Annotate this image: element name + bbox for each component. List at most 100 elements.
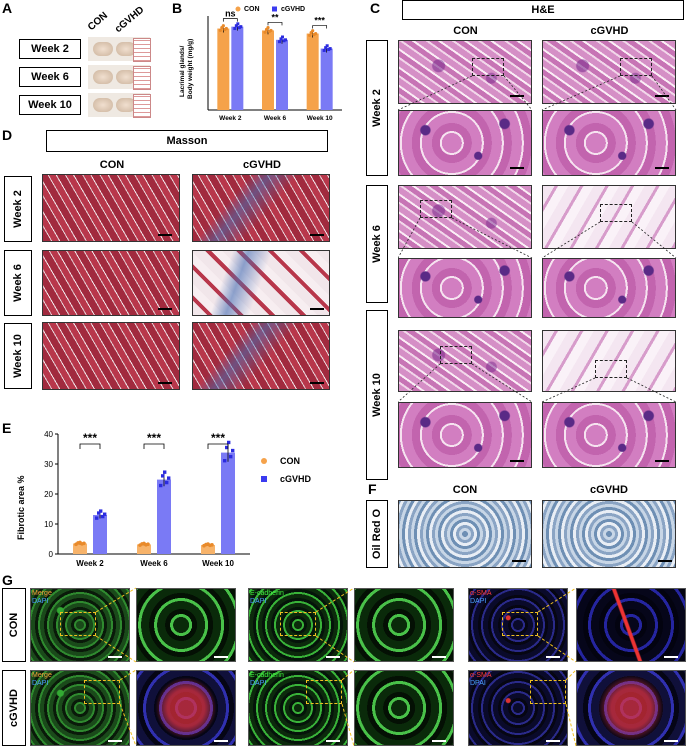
panel-d-title: Masson: [46, 130, 328, 152]
zoom-box: [84, 680, 120, 704]
chart-e-sig-label: ***: [83, 431, 97, 445]
panel-c-col-con: CON: [453, 25, 478, 37]
masson-cgvhd-week6: [192, 250, 330, 316]
chart-e-bar: [93, 515, 107, 554]
if-label: α-SMA DPAI: [470, 672, 492, 687]
he-cgvhd-week2: [542, 40, 676, 104]
chart-e-point: [82, 541, 86, 546]
chart-b-bar: [262, 30, 274, 111]
scale-bar: [655, 460, 669, 462]
ruler-week6: [133, 66, 151, 90]
panel-label-d: D: [2, 127, 13, 143]
chart-e-tick-label: Week 10: [202, 559, 234, 568]
panel-f-col-con: CON: [452, 484, 478, 496]
scale-bar: [310, 308, 324, 310]
chart-e-point: [101, 514, 105, 519]
chart-b-point: [311, 29, 315, 33]
ruler-week2: [133, 38, 151, 62]
scale-bar: [158, 234, 172, 236]
panel-c-row-week2: Week 2: [366, 40, 388, 176]
if-con-merge-zoom: [136, 588, 236, 662]
chart-e-point: [161, 474, 165, 478]
zoom-box: [620, 58, 652, 76]
he-cgvhd-week2-zoom: [542, 110, 676, 176]
chart-e-tick-label: Week 2: [76, 559, 104, 568]
scale-bar: [310, 234, 324, 236]
panel-d-row-week6: Week 6: [4, 250, 32, 316]
fibrotic-area-chart: Fibrotic area % 0 10 20 30 40 Week 2 *** Week 6…: [16, 430, 312, 568]
masson-con-week10: [42, 322, 180, 390]
scale-bar: [158, 308, 172, 310]
chart-b-point: [281, 35, 284, 39]
masson-con-week2: [42, 174, 180, 242]
scale-bar: [214, 740, 228, 742]
masson-cgvhd-week2: [192, 174, 330, 242]
he-con-week2-zoom: [398, 110, 532, 176]
chart-e-point: [159, 483, 163, 488]
chart-b-point: [314, 31, 318, 36]
scale-bar: [108, 740, 122, 742]
chart-e-y-tick-label: 20: [44, 490, 53, 499]
chart-b-point: [325, 44, 329, 48]
scale-bar: [655, 95, 669, 97]
if-label: Merge DAPI: [32, 672, 52, 687]
chart-b-point: [233, 27, 237, 31]
chart-b-ylabel-1: Lacrimal glands/: [179, 46, 186, 97]
chart-b-point: [322, 48, 326, 52]
panel-c-row-week10: Week 10: [366, 310, 388, 480]
chart-e-point: [95, 516, 99, 520]
chart-e-point: [167, 476, 171, 480]
chart-b-sig-label: **: [271, 12, 279, 22]
panel-label-a: A: [2, 0, 13, 16]
chart-b-point: [239, 25, 243, 29]
chart-b-sig-bracket: [312, 25, 328, 29]
masson-con-week6: [42, 250, 180, 316]
scale-bar: [214, 656, 228, 658]
chart-b-point: [308, 33, 312, 38]
oil-red-cgvhd: [542, 500, 676, 568]
scale-bar: [326, 740, 340, 742]
if-con-ecad-zoom: [354, 588, 454, 662]
chart-b-bar: [306, 33, 319, 110]
if-label: Merge DAPI: [32, 590, 52, 605]
scale-bar: [108, 656, 122, 658]
if-con-merge: [30, 588, 130, 662]
legend-cgvhd-marker: [272, 6, 277, 12]
zoom-box: [600, 204, 632, 222]
masson-cgvhd-week10: [192, 322, 330, 390]
chart-e-y-tick-label: 0: [49, 550, 54, 559]
chart-e-point: [225, 445, 229, 450]
chart-b-sig-bracket: [222, 18, 238, 22]
scale-bar: [512, 560, 526, 562]
oil-red-con: [398, 500, 532, 568]
if-cgvhd-sma: [468, 670, 568, 746]
chart-b-tick-label: Week 6: [264, 115, 287, 122]
panel-a-week2: Week 2: [19, 39, 81, 59]
chart-e-point: [223, 459, 227, 463]
panel-c-row-week6: Week 6: [366, 185, 388, 303]
chart-b-point: [266, 25, 270, 30]
chart-b-point: [324, 46, 328, 50]
chart-e-point: [227, 440, 231, 445]
chart-b-bar: [217, 28, 230, 110]
panel-a-col-con: CON: [85, 10, 111, 33]
scale-bar: [326, 656, 340, 658]
panel-label-e: E: [2, 420, 12, 436]
if-label: E-cadherin DAPI: [250, 672, 284, 687]
chart-b-bar: [276, 39, 288, 110]
chart-b-point: [224, 26, 228, 31]
he-con-week10: [398, 330, 532, 392]
scale-bar: [158, 382, 172, 384]
zoom-box: [280, 612, 316, 636]
chart-b-tick-label: Week 10: [307, 115, 333, 122]
chart-b-tick-label: Week 2: [219, 115, 242, 122]
he-cgvhd-week6-zoom: [542, 258, 676, 318]
chart-e-bar: [73, 543, 87, 554]
zoom-box: [472, 58, 504, 76]
panel-d-col-con: CON: [99, 159, 125, 171]
chart-b-point: [284, 38, 287, 42]
he-con-week10-zoom: [398, 402, 532, 468]
chart-b-point: [279, 37, 283, 41]
panel-label-b: B: [172, 0, 183, 16]
panel-a-week10: Week 10: [19, 95, 81, 115]
